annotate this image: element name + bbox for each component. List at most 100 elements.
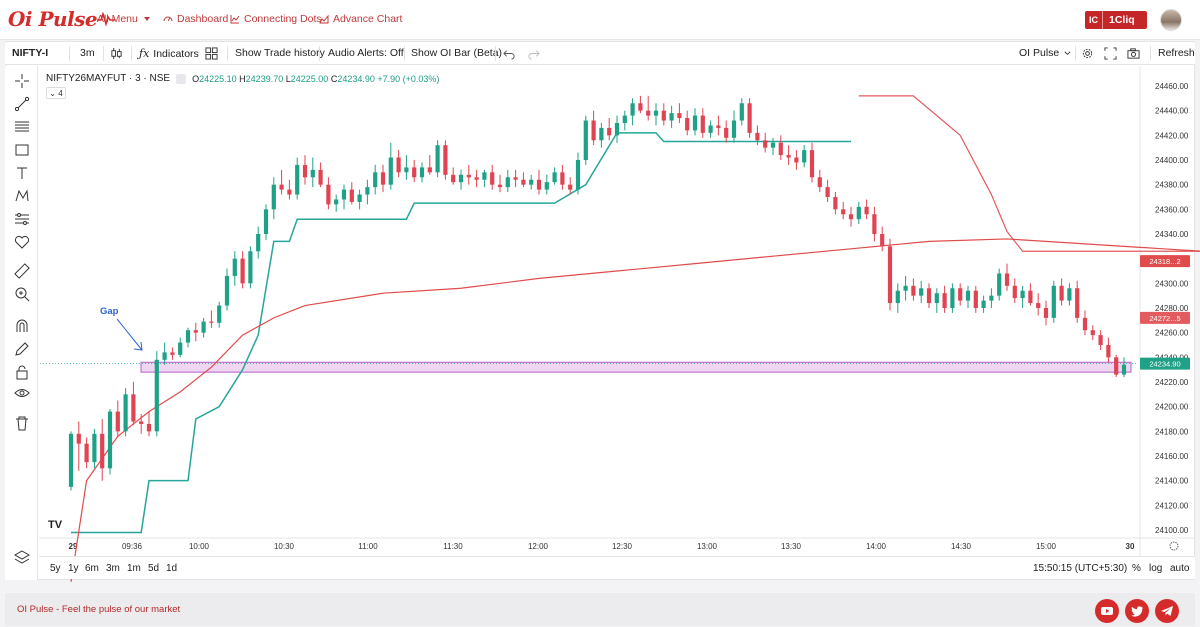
text-tool[interactable] (13, 164, 30, 181)
oi-bar-button[interactable]: Show OI Bar (Beta) (411, 47, 502, 59)
fullscreen-icon (1104, 47, 1117, 60)
magnet-tool[interactable] (13, 317, 30, 334)
toolbar-divider (1150, 46, 1151, 61)
footer: OI Pulse - Feel the pulse of our market (5, 593, 1195, 626)
log-toggle[interactable]: log (1149, 563, 1163, 574)
toolbar-divider (69, 46, 70, 61)
pattern-tool[interactable] (13, 187, 30, 204)
symbol-label: NIFTY-I (12, 47, 49, 59)
layout-grid-button[interactable] (205, 47, 218, 60)
youtube-icon (1101, 607, 1113, 615)
toolbar-divider (103, 46, 104, 61)
range-1d[interactable]: 1d (166, 563, 178, 574)
range-6m[interactable]: 6m (85, 563, 99, 574)
visibility-tool[interactable] (13, 384, 30, 401)
screenshot-button[interactable] (1127, 47, 1140, 60)
legend-low: 24225.00 (290, 73, 329, 84)
chart-type-button[interactable] (110, 47, 123, 60)
audio-alerts-button[interactable]: Audio Alerts: Off (328, 47, 404, 59)
1cliq-button[interactable]: IC 1Cliq (1085, 11, 1147, 29)
lock-icon (16, 365, 27, 379)
legend-eye-icon[interactable] (176, 73, 187, 84)
measure-tool[interactable] (13, 262, 30, 279)
nav-advance-chart[interactable]: Advance Chart (319, 13, 402, 25)
top-navigation: Oi Pulse All Menu Dashboard Connecting D… (0, 0, 1200, 40)
pattern-icon (15, 188, 28, 201)
zoom-tool[interactable] (13, 285, 30, 302)
percent-toggle[interactable]: % (1132, 563, 1141, 574)
all-menu[interactable]: All Menu (97, 13, 152, 25)
dashboard-icon (163, 16, 173, 22)
legend-l-label: L (285, 73, 291, 84)
toolbar-divider (131, 46, 132, 61)
favorites-tool[interactable] (13, 233, 30, 250)
youtube-button[interactable] (1095, 599, 1119, 623)
telegram-button[interactable] (1155, 599, 1179, 623)
pencil-lock-icon (14, 341, 29, 356)
timezone-clock[interactable]: 15:50:15 (UTC+5:30) (1033, 563, 1128, 574)
crosshair-icon (14, 73, 29, 88)
forecast-tool[interactable] (13, 210, 30, 227)
drawing-mode-tool[interactable] (13, 340, 30, 357)
oi-pulse-logo[interactable]: Oi Pulse (8, 7, 116, 31)
layers-icon (13, 549, 30, 564)
legend-change: +7.90 (+0.03%) (377, 73, 440, 84)
trendline-tool[interactable] (13, 95, 30, 112)
indicators-button[interactable]: ƒx Indicators (139, 47, 199, 60)
range-5d[interactable]: 5d (148, 563, 160, 574)
text-icon (16, 167, 27, 179)
range-3m[interactable]: 3m (106, 563, 120, 574)
twitter-button[interactable] (1125, 599, 1149, 623)
indicator-toggle[interactable]: ⌄ 4 (46, 87, 66, 99)
redo-button[interactable] (527, 47, 540, 60)
legend-o-label: O (192, 73, 200, 84)
range-5y[interactable]: 5y (50, 563, 61, 574)
nav-connecting-dots[interactable]: Connecting Dots (230, 13, 322, 25)
undo-button[interactable] (503, 47, 516, 60)
legend-ohlc: O24225.10 H24239.70 L24225.00 C24234.90 … (192, 74, 439, 84)
function-icon: ƒx (139, 47, 150, 60)
area-chart-icon (319, 14, 329, 24)
layers-tool[interactable] (13, 548, 30, 565)
trade-history-button[interactable]: Show Trade history (235, 47, 325, 59)
chart-legend: NIFTY26MAYFUT · 3 · NSE O24225.10 H24239… (46, 73, 439, 84)
candles-icon (111, 47, 122, 60)
auto-toggle[interactable]: auto (1170, 563, 1190, 574)
lock-tool[interactable] (13, 363, 30, 380)
nav-dashboard[interactable]: Dashboard (163, 13, 228, 25)
camera-icon (1127, 48, 1140, 59)
crosshair-tool[interactable] (13, 72, 30, 89)
ruler-icon (13, 262, 30, 279)
audio-alerts-label: Audio Alerts: Off (328, 47, 404, 59)
symbol-search[interactable]: NIFTY-I (12, 47, 48, 59)
nav-connecting-dots-label: Connecting Dots (244, 13, 322, 25)
fib-tool[interactable] (13, 118, 30, 135)
footer-tagline: OI Pulse - Feel the pulse of our market (17, 604, 181, 615)
refresh-button[interactable]: Refresh (1158, 47, 1195, 59)
delete-tool[interactable] (13, 414, 30, 431)
range-1y[interactable]: 1y (68, 563, 79, 574)
nav-dashboard-label: Dashboard (177, 13, 229, 25)
chevron-down-icon (1064, 50, 1071, 55)
fullscreen-button[interactable] (1104, 47, 1117, 60)
range-1m[interactable]: 1m (127, 563, 141, 574)
rectangle-icon (15, 144, 28, 155)
interval-select[interactable]: 3m (80, 47, 95, 59)
line-chart-icon (230, 15, 240, 24)
toolbar-divider (319, 46, 320, 61)
settings-button[interactable] (1081, 47, 1094, 60)
layout-select[interactable]: OI Pulse (1019, 47, 1072, 59)
indicator-count: 4 (58, 88, 63, 98)
legend-symbol[interactable]: NIFTY26MAYFUT · 3 · NSE (46, 73, 171, 84)
grid-icon (205, 47, 218, 60)
user-avatar[interactable] (1160, 9, 1182, 31)
legend-open: 24225.10 (199, 73, 237, 84)
toolbar-divider (227, 46, 228, 61)
logo-text: Oi Pulse (8, 7, 98, 31)
range-bar: 5y 1y 6m 3m 1m 5d 1d 15:50:15 (UTC+5:30)… (39, 556, 1195, 579)
magnet-icon (16, 319, 27, 332)
heart-icon (14, 235, 29, 249)
refresh-label: Refresh (1158, 47, 1195, 59)
rectangle-tool[interactable] (13, 141, 30, 158)
twitter-icon (1131, 606, 1143, 617)
